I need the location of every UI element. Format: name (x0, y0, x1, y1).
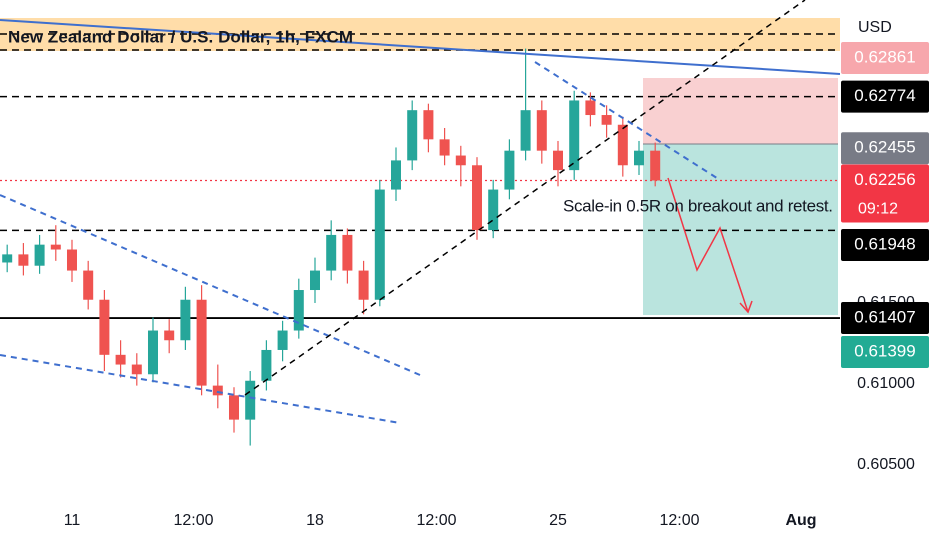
candle-body (212, 385, 223, 396)
candle-body (634, 150, 645, 166)
price-badge-label: 0.61399 (854, 341, 915, 360)
price-badge (841, 164, 929, 223)
x-tick-label: 25 (549, 512, 567, 529)
target-zone (643, 144, 838, 315)
candle-body (18, 254, 29, 266)
candle-body (326, 234, 337, 271)
x-tick-label: 18 (306, 512, 324, 529)
price-badge-label: 0.62774 (854, 86, 915, 105)
price-badge-label: 0.61407 (854, 308, 915, 327)
candle-body (390, 160, 401, 190)
candle-body (131, 364, 142, 375)
candle-body (374, 189, 385, 300)
y-tick-label: 0.60500 (857, 456, 915, 473)
drawings-front: Scale-in 0.5R on breakout and retest. Ne… (0, 0, 841, 424)
candle-body (115, 354, 126, 365)
price-badge (841, 302, 929, 335)
candle-body (66, 249, 77, 271)
candle-body (293, 290, 304, 331)
candle-body (601, 115, 612, 125)
x-tick-label: 11 (64, 512, 81, 529)
candle-body (34, 244, 45, 266)
price-badge-label: 0.62256 (854, 170, 915, 189)
price-badge (841, 80, 929, 113)
candle-body (488, 189, 499, 231)
candle-body (180, 299, 191, 341)
trend-line (0, 354, 401, 424)
candle-body (650, 150, 661, 181)
candle-body (439, 139, 450, 156)
candle-body (309, 270, 320, 291)
axes: 0.605000.610000.615001112:001812:002512:… (64, 42, 929, 529)
trend-line (534, 61, 721, 181)
x-tick-label: Aug (785, 512, 816, 529)
candle-body (245, 380, 256, 420)
trend-line (244, 0, 806, 396)
candle-body (536, 110, 547, 151)
price-badge-label: 0.61948 (854, 234, 915, 253)
candles (2, 48, 661, 446)
candle-body (407, 110, 418, 161)
candle-body (83, 270, 94, 300)
x-tick-label: 12:00 (659, 512, 699, 529)
annotation: Scale-in 0.5R on breakout and retest. (563, 196, 833, 215)
candle-body (147, 330, 158, 375)
candle-body (520, 110, 531, 151)
candle-body (423, 110, 434, 140)
time-axis (0, 500, 840, 550)
candle-body (342, 234, 353, 271)
projection-arrow (667, 177, 749, 313)
x-tick-label: 12:00 (416, 512, 456, 529)
candle-body (472, 165, 483, 231)
price-badge (841, 42, 929, 74)
drawings-back (0, 18, 840, 319)
trend-line (0, 19, 841, 75)
candle-body (455, 155, 466, 166)
countdown: 09:12 (858, 201, 898, 218)
candle-body (261, 349, 272, 381)
currency: USD (858, 19, 892, 36)
price-badge (841, 336, 929, 368)
candle-body (277, 330, 288, 350)
x-tick-label: 12:00 (173, 512, 213, 529)
arrow-head (739, 300, 753, 314)
candle-body (358, 270, 369, 300)
candle-body (504, 150, 515, 190)
y-tick-label: 0.61000 (857, 375, 915, 392)
price-badge-label: 0.62861 (854, 47, 915, 66)
price-badge-label: 0.62455 (854, 138, 915, 157)
candle-body (164, 330, 175, 341)
chart-title: New Zealand Dollar / U.S. Dollar, 1h, FX… (8, 27, 353, 46)
candle-body (196, 299, 207, 386)
price-badge (841, 132, 929, 165)
price-badge (841, 229, 929, 261)
candle-body (50, 244, 61, 250)
candle-body (569, 100, 580, 171)
stop-zone (643, 78, 838, 144)
candle-body (228, 395, 239, 420)
candle-body (585, 100, 596, 116)
candle-body (2, 254, 13, 263)
candle-body (617, 124, 628, 166)
candle-body (553, 150, 564, 171)
candle-body (99, 299, 110, 355)
